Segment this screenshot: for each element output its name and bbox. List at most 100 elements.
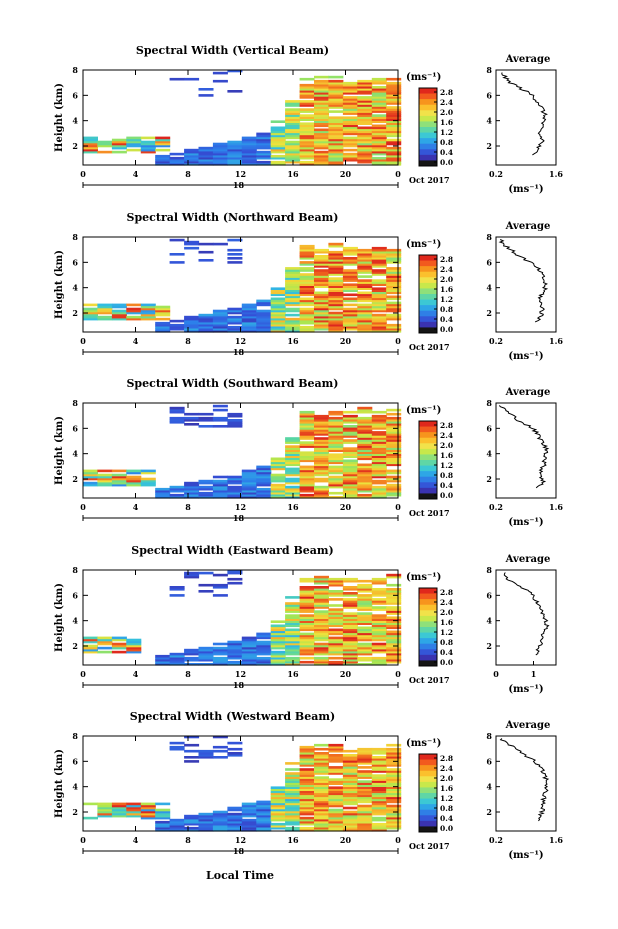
heatmap-cell: [314, 648, 329, 652]
average-y-tick-label: 8: [486, 731, 492, 741]
heatmap-cell: [111, 313, 127, 317]
average-y-tick-label: 8: [486, 398, 492, 408]
heatmap-cell: [270, 477, 286, 481]
heatmap-cell: [371, 283, 387, 286]
heatmap-cell: [155, 829, 171, 832]
heatmap-cell: [314, 636, 329, 640]
heatmap-cell: [126, 806, 142, 810]
heatmap-cell: [371, 461, 387, 465]
heatmap-cell: [314, 588, 329, 591]
heatmap-cell: [386, 638, 402, 642]
heatmap-cell: [342, 624, 358, 628]
heatmap-cell: [328, 749, 344, 753]
heatmap-cell: [198, 663, 214, 666]
heatmap-cell: [169, 77, 185, 81]
heatmap-cell: [299, 610, 315, 613]
heatmap-cell: [386, 573, 402, 577]
heatmap-cell: [328, 441, 344, 444]
heatmap-cell: [371, 150, 387, 154]
heatmap-cell: [342, 88, 358, 91]
heatmap-cell: [285, 632, 301, 636]
heatmap-cell: [342, 122, 358, 125]
heatmap-cell: [371, 602, 387, 605]
heatmap-cell: [342, 315, 358, 319]
heatmap-cell: [111, 481, 127, 485]
heatmap-cell: [314, 463, 329, 467]
heatmap-cell: [198, 419, 214, 422]
colorbar-unit: (ms⁻¹): [406, 738, 441, 749]
colorbar-tick-label: 0.4: [440, 648, 453, 657]
heatmap-cell: [386, 287, 402, 290]
heatmap-cell: [140, 483, 156, 487]
heatmap-cell: [256, 142, 272, 146]
heatmap-cell: [169, 158, 185, 162]
heatmap-cell: [314, 305, 329, 309]
heatmap-cell: [357, 650, 373, 654]
heatmap-cell: [328, 816, 344, 820]
heatmap-cell: [299, 269, 315, 272]
average-frame: [495, 402, 557, 499]
heatmap-cell: [270, 824, 286, 828]
heatmap-cell: [256, 311, 272, 315]
heatmap-cell: [198, 812, 214, 816]
heatmap-cell: [357, 154, 373, 158]
heatmap-cell: [227, 160, 243, 164]
heatmap-cell: [342, 309, 358, 313]
colorbar-tick-label: 0.4: [440, 315, 453, 324]
heatmap-cell: [386, 295, 402, 299]
heatmap-cell: [386, 134, 402, 138]
heatmap-cell: [328, 412, 344, 416]
panel-title: Spectral Width (Northward Beam): [127, 211, 339, 224]
heatmap-cell: [155, 323, 171, 327]
heatmap-cell: [342, 261, 358, 264]
heatmap-cell: [314, 602, 329, 605]
heatmap-cell: [285, 142, 301, 146]
heatmap-cell: [299, 471, 315, 475]
heatmap-cell: [83, 816, 98, 820]
colorbar-tick-label: 2.8: [440, 255, 453, 264]
heatmap-cell: [212, 330, 228, 333]
heatmap-cell: [386, 756, 402, 759]
heatmap-cell: [184, 325, 200, 329]
heatmap-cell: [155, 816, 171, 820]
heatmap-cell: [299, 646, 315, 650]
heatmap-cell: [285, 790, 301, 794]
heatmap-cell: [357, 100, 373, 103]
heatmap-cell: [342, 800, 358, 804]
heatmap-cell: [314, 646, 329, 650]
heatmap-cell: [299, 144, 315, 148]
heatmap-cell: [299, 826, 315, 830]
heatmap-cell: [357, 88, 373, 91]
heatmap-cell: [342, 638, 358, 642]
heatmap-cell: [328, 782, 344, 785]
heatmap-cell: [285, 297, 301, 301]
heatmap-cell: [256, 632, 272, 636]
heatmap-cell: [328, 106, 344, 109]
heatmap-cell: [184, 330, 200, 333]
heatmap-cell: [357, 812, 373, 816]
heatmap-cell: [314, 630, 329, 634]
heatmap: [83, 569, 402, 666]
heatmap-cell: [328, 132, 344, 136]
heatmap-cell: [285, 437, 301, 440]
heatmap-cell: [299, 754, 315, 757]
heatmap-cell: [299, 632, 315, 636]
heatmap-cell: [314, 273, 329, 276]
x-tick-label: 8: [185, 336, 191, 346]
heatmap-cell: [285, 800, 301, 804]
heatmap-cell: [386, 98, 402, 101]
heatmap-cell: [198, 648, 214, 652]
heatmap-cell: [314, 146, 329, 150]
heatmap-cell: [314, 826, 329, 830]
heatmap-cell: [371, 658, 387, 662]
heatmap-cell: [357, 86, 373, 89]
heatmap-cell: [285, 130, 301, 134]
heatmap-cell: [371, 136, 387, 140]
heatmap-cell: [126, 142, 142, 146]
heatmap-cell: [198, 650, 214, 654]
heatmap-cell: [83, 313, 98, 317]
heatmap-cell: [386, 309, 402, 313]
heatmap-cell: [155, 156, 171, 160]
heatmap-cell: [357, 406, 373, 410]
heatmap-cell: [371, 638, 387, 642]
